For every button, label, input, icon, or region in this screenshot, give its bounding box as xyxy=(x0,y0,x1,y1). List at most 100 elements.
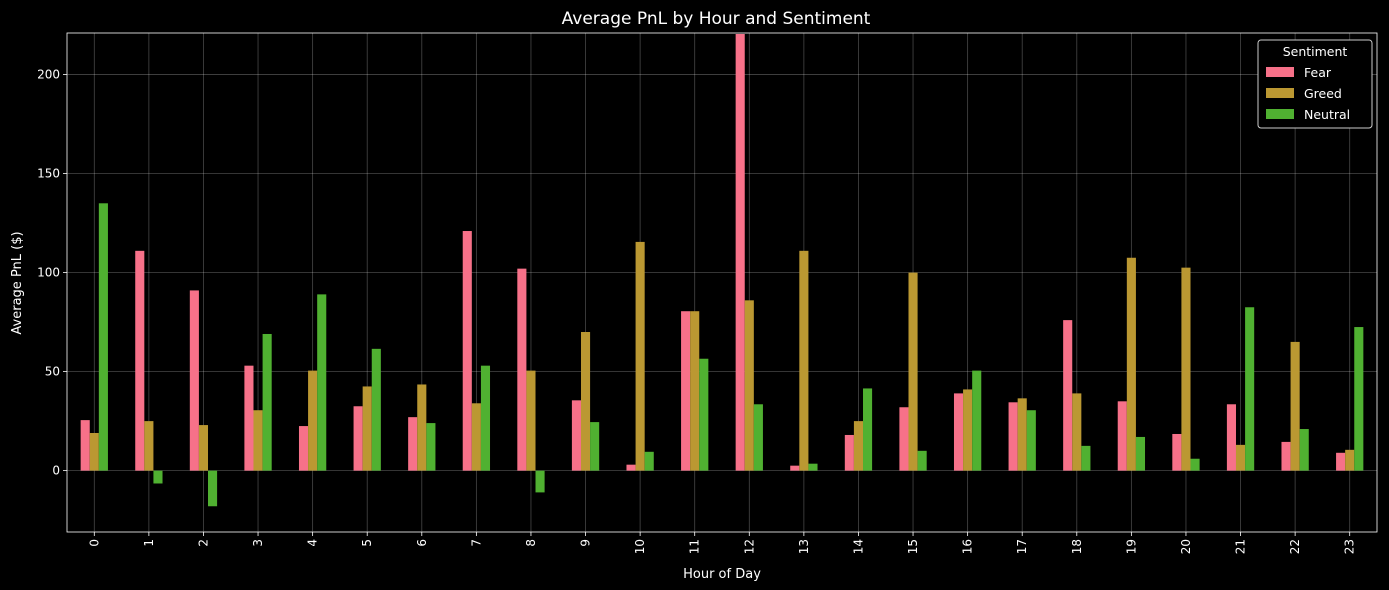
x-tick-label: 15 xyxy=(906,539,920,554)
bar-neutral-20 xyxy=(1190,458,1200,471)
x-tick-label: 10 xyxy=(633,539,647,554)
bar-greed-11 xyxy=(690,311,700,471)
x-tick-label: 12 xyxy=(742,539,756,554)
x-tick-label: 1 xyxy=(142,539,156,547)
x-tick-label: 20 xyxy=(1179,539,1193,554)
bar-fear-2 xyxy=(189,290,199,471)
bar-greed-19 xyxy=(1126,257,1136,471)
x-tick-label: 8 xyxy=(524,539,538,547)
legend: Sentiment Fear Greed Neutral xyxy=(1257,39,1373,129)
x-tick-label: 18 xyxy=(1070,539,1084,554)
bar-neutral-13 xyxy=(808,463,818,471)
bar-greed-12 xyxy=(744,300,754,471)
bar-greed-23 xyxy=(1345,449,1355,471)
bar-fear-13 xyxy=(790,465,800,471)
legend-swatch-fear xyxy=(1266,67,1294,77)
bar-neutral-23 xyxy=(1354,327,1364,471)
bar-neutral-2 xyxy=(208,470,218,507)
bar-fear-16 xyxy=(953,393,964,471)
bar-neutral-8 xyxy=(535,470,545,493)
bar-fear-7 xyxy=(462,231,472,471)
bar-neutral-21 xyxy=(1245,307,1255,471)
bar-greed-10 xyxy=(635,241,645,471)
bar-greed-18 xyxy=(1072,393,1082,471)
bar-fear-3 xyxy=(244,365,254,471)
bar-greed-22 xyxy=(1290,341,1300,471)
bar-neutral-19 xyxy=(1135,436,1146,471)
bar-fear-23 xyxy=(1336,452,1346,471)
bar-fear-0 xyxy=(80,420,90,471)
bar-fear-21 xyxy=(1226,404,1236,471)
bar-greed-8 xyxy=(526,370,536,471)
bar-greed-6 xyxy=(417,384,427,471)
bar-neutral-17 xyxy=(1026,410,1036,471)
x-tick-label: 3 xyxy=(251,539,265,547)
chart-title: Average PnL by Hour and Sentiment xyxy=(562,9,871,29)
bar-neutral-5 xyxy=(371,348,381,471)
bar-fear-5 xyxy=(353,406,363,471)
legend-frame xyxy=(1257,39,1373,129)
x-tick-label: 7 xyxy=(469,539,483,547)
bar-neutral-10 xyxy=(644,451,654,471)
x-tick-label: 5 xyxy=(360,539,374,547)
bar-neutral-15 xyxy=(917,450,927,471)
bar-fear-6 xyxy=(408,417,418,471)
x-tick-label: 13 xyxy=(797,539,811,554)
bar-greed-7 xyxy=(471,403,481,471)
bar-neutral-9 xyxy=(590,422,600,471)
bar-fear-22 xyxy=(1281,441,1291,471)
bar-greed-2 xyxy=(198,425,209,471)
bar-greed-14 xyxy=(853,421,864,471)
bar-fear-14 xyxy=(844,434,854,471)
plot-frame xyxy=(66,32,1378,533)
bar-greed-0 xyxy=(89,432,99,471)
x-tick-label: 4 xyxy=(306,539,320,547)
bar-neutral-3 xyxy=(262,333,272,471)
bar-greed-20 xyxy=(1181,267,1191,471)
bar-greed-4 xyxy=(308,370,318,471)
y-axis-label: Average PnL ($) xyxy=(10,231,25,334)
bar-fear-10 xyxy=(626,464,636,471)
x-tick-label: 21 xyxy=(1234,539,1248,554)
bar-greed-21 xyxy=(1235,444,1246,471)
bar-greed-17 xyxy=(1017,398,1027,471)
bar-fear-12 xyxy=(735,33,745,471)
legend-swatch-greed xyxy=(1266,88,1294,98)
legend-label-fear: Fear xyxy=(1304,65,1332,80)
bar-neutral-0 xyxy=(98,203,108,471)
bar-neutral-6 xyxy=(426,423,436,471)
bar-fear-19 xyxy=(1117,401,1127,471)
bar-greed-16 xyxy=(963,389,973,471)
bar-fear-11 xyxy=(681,311,691,471)
x-tick-label: 23 xyxy=(1343,539,1357,554)
bar-greed-15 xyxy=(908,272,918,471)
x-axis-label: Hour of Day xyxy=(683,567,761,582)
bar-greed-13 xyxy=(799,250,809,471)
x-tick-label: 19 xyxy=(1124,539,1138,554)
x-tick-label: 22 xyxy=(1288,539,1302,554)
bar-greed-3 xyxy=(253,410,263,471)
bar-neutral-1 xyxy=(153,470,163,484)
bar-fear-18 xyxy=(1063,320,1073,471)
bar-neutral-7 xyxy=(480,365,491,471)
y-tick-label: 50 xyxy=(45,365,60,379)
bar-neutral-14 xyxy=(863,388,873,471)
bar-fear-9 xyxy=(571,400,581,471)
y-tick-label: 200 xyxy=(37,68,60,82)
bar-fear-15 xyxy=(899,407,909,471)
bar-fear-20 xyxy=(1172,433,1182,471)
bar-fear-4 xyxy=(298,426,309,471)
y-tick-label: 100 xyxy=(37,266,60,280)
x-tick-label: 2 xyxy=(196,539,210,547)
bar-greed-5 xyxy=(362,386,372,471)
x-tick-label: 11 xyxy=(688,539,702,554)
legend-title: Sentiment xyxy=(1283,44,1348,59)
x-tick-label: 17 xyxy=(1015,539,1029,554)
legend-swatch-neutral xyxy=(1266,109,1294,119)
bar-greed-9 xyxy=(580,332,591,471)
bar-fear-8 xyxy=(517,268,527,471)
x-tick-label: 0 xyxy=(87,539,101,547)
bar-neutral-4 xyxy=(317,294,327,471)
